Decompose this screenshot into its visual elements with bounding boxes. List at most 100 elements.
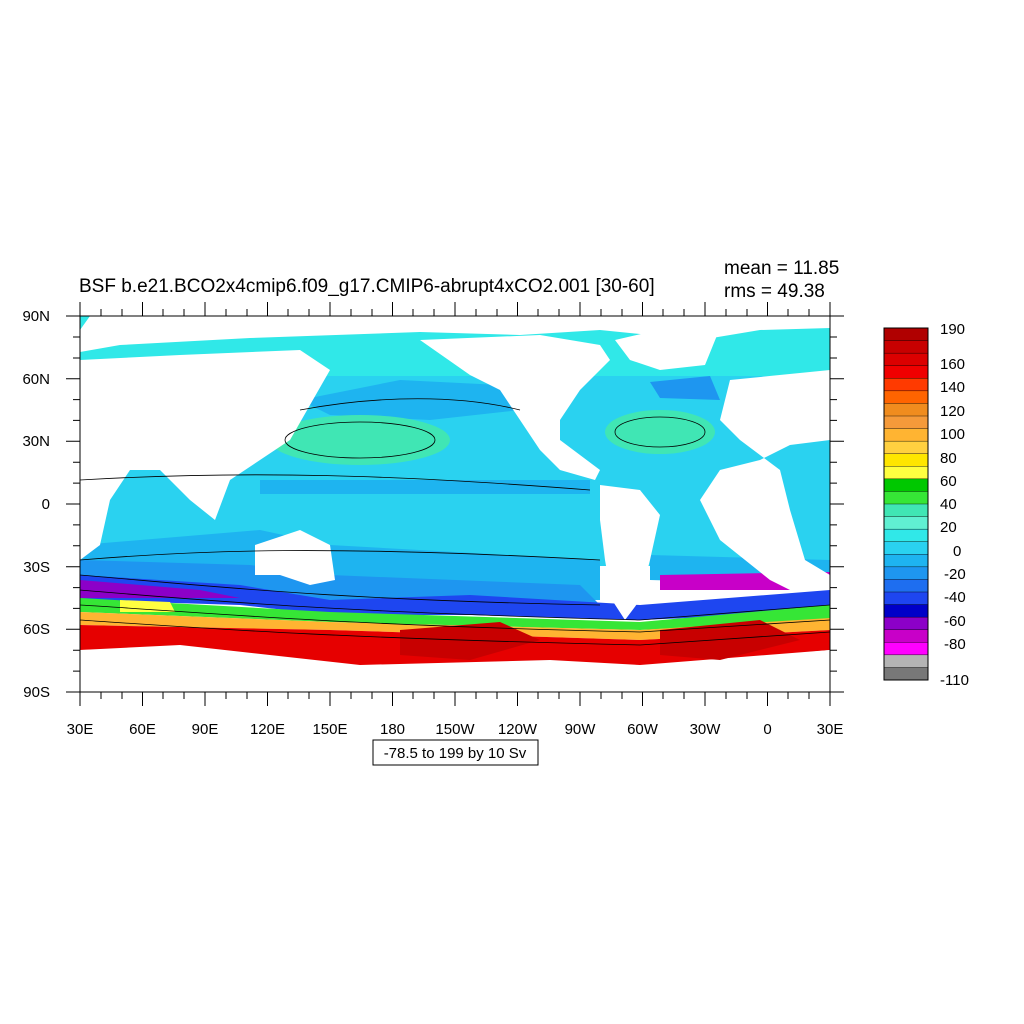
lon-label: 150E	[312, 721, 347, 738]
colorbar-label: -110	[940, 672, 969, 689]
colorbar-label: 100	[940, 426, 965, 443]
lat-label: 30N	[22, 433, 50, 450]
lat-labels: 90N 60N 30N 0 30S 60S 90S	[22, 308, 50, 701]
lon-label: 180	[380, 721, 405, 738]
right-minor-ticks	[830, 336, 837, 672]
lon-label: 60W	[627, 721, 659, 738]
lat-label: 60N	[22, 371, 50, 388]
colorbar	[883, 327, 929, 681]
lon-label: 120W	[498, 721, 538, 738]
lon-label: 90W	[565, 721, 597, 738]
colorbar-swatch	[883, 428, 929, 442]
acc-darkred-atlantic	[660, 620, 800, 660]
colorbar-swatch	[883, 340, 929, 354]
south-america-land	[600, 485, 660, 620]
contour-lines	[80, 398, 830, 646]
lon-label: 60E	[129, 721, 156, 738]
colorbar-swatch	[883, 491, 929, 505]
pacific-equatorial-band	[260, 480, 590, 494]
lon-labels: 30E 60E 90E 120E 150E 180 150W 120W 90W …	[67, 721, 844, 738]
colorbar-label: 190	[940, 321, 965, 338]
colorbar-label: 120	[940, 403, 965, 420]
contour-line	[299, 398, 521, 411]
contour-info-box: -78.5 to 199 by 10 Sv	[372, 739, 539, 766]
contour-line	[80, 550, 601, 561]
colorbar-swatch	[883, 503, 929, 518]
acc-darkred-pacific	[400, 622, 540, 660]
colorbar-label: -80	[944, 636, 966, 653]
lat-label: 90N	[22, 308, 50, 325]
colorbar-swatch	[883, 667, 929, 681]
lat-label: 90S	[23, 684, 50, 701]
colorbar-frame	[883, 327, 929, 681]
lon-label: 30E	[67, 721, 94, 738]
colorbar-swatch	[883, 390, 929, 404]
colorbar-label: 80	[940, 450, 957, 467]
left-major-ticks	[66, 315, 80, 693]
colorbar-swatch	[883, 466, 929, 480]
australia-land	[255, 530, 335, 585]
axis-ticks	[66, 302, 844, 706]
asia-land	[80, 350, 330, 560]
colorbar-swatch	[883, 654, 929, 668]
colorbar-label: -20	[944, 566, 966, 583]
colorbar-swatch	[883, 591, 929, 606]
contour-line	[80, 604, 830, 633]
mean-label: mean = 11.85	[724, 258, 839, 279]
colorbar-swatch	[883, 516, 929, 530]
colorbar-label: -40	[944, 589, 966, 606]
antarctica-land	[80, 648, 830, 692]
colorbar-swatch	[883, 478, 929, 492]
lon-label: 30E	[817, 721, 844, 738]
lat-label: 0	[42, 496, 50, 513]
colorbar-swatch	[883, 528, 929, 543]
contour-info-text: -78.5 to 199 by 10 Sv	[384, 745, 527, 762]
colorbar-swatch	[883, 327, 929, 342]
lat-label: 60S	[23, 621, 50, 638]
rms-label: rms = 49.38	[724, 281, 825, 302]
colorbar-swatch	[883, 566, 929, 580]
lon-label: 120E	[250, 721, 285, 738]
lon-label: 0	[763, 721, 771, 738]
arctic-coast-land	[80, 316, 830, 352]
north-pacific-subpolar	[300, 380, 520, 420]
colorbar-swatch	[883, 415, 929, 430]
lon-label: 30W	[690, 721, 722, 738]
contour-line	[614, 416, 706, 448]
contour-line	[80, 589, 830, 621]
right-major-ticks	[830, 315, 844, 693]
lat-label: 30S	[23, 559, 50, 576]
left-minor-ticks	[73, 336, 80, 672]
top-major-ticks	[79, 302, 831, 316]
europe-africa-land	[700, 370, 830, 590]
colorbar-swatch	[883, 541, 929, 555]
colorbar-labels: 190 160 140 120 100 80 60 40 20 0 -20 -4…	[940, 321, 969, 689]
colorbar-swatch	[883, 378, 929, 392]
north-america-land	[420, 335, 610, 480]
contour-line	[80, 619, 830, 646]
bottom-major-ticks	[79, 692, 831, 706]
colorbar-swatch	[883, 440, 929, 455]
colorbar-swatch	[883, 453, 929, 467]
colorbar-swatch	[883, 403, 929, 417]
colorbar-label: 60	[940, 473, 957, 490]
colorbar-label: 140	[940, 379, 965, 396]
contour-line	[284, 421, 436, 459]
colorbar-swatch	[883, 616, 929, 631]
land-masses	[80, 316, 830, 692]
colorbar-swatch	[883, 554, 929, 568]
colorbar-swatch	[883, 365, 929, 379]
map-panel	[79, 315, 831, 693]
contour-line	[80, 574, 601, 606]
north-atlantic-gyre	[605, 410, 715, 454]
top-minor-ticks	[100, 309, 810, 316]
labrador-sea	[650, 376, 720, 400]
colorbar-swatch	[883, 579, 929, 593]
acc-yellow-patch	[120, 600, 175, 612]
greenland-land	[615, 325, 720, 370]
acc-blue-band	[80, 575, 830, 620]
colorbar-label: 160	[940, 356, 965, 373]
colorbar-swatch	[883, 642, 929, 656]
plot-title: BSF b.e21.BCO2x4cmip6.f09_g17.CMIP6-abru…	[79, 276, 655, 297]
